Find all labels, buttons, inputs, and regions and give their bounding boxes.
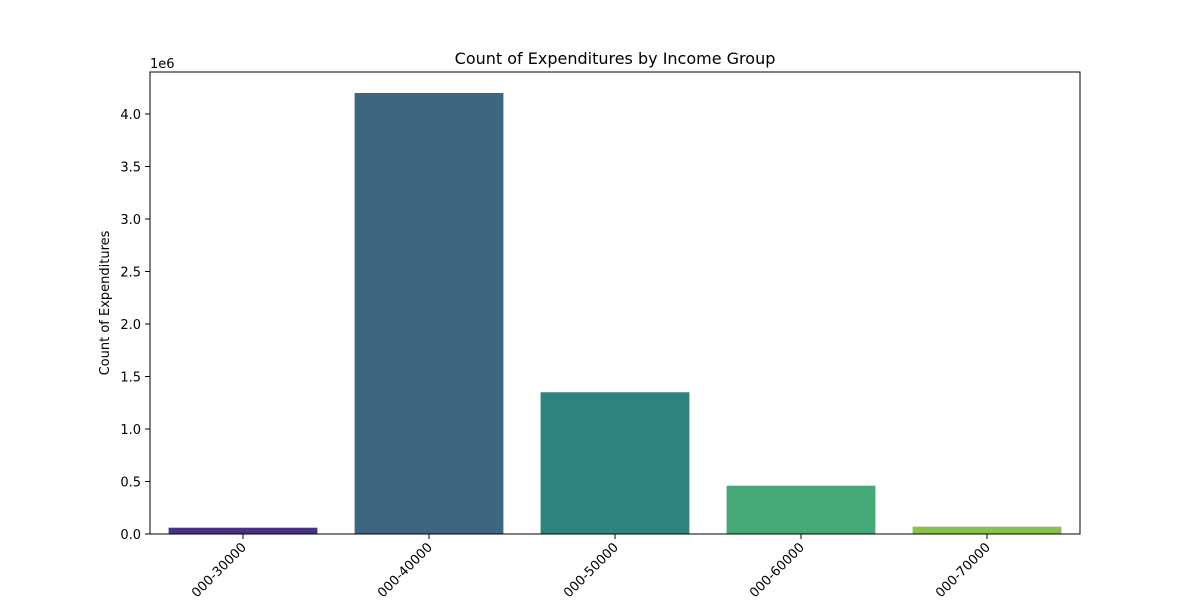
y-axis-ticks: 0.0 0.5 1.0 1.5 2.0 2.5 3.0 3.5 4.0 xyxy=(120,108,150,543)
y-tick-label: 2.0 xyxy=(120,318,141,333)
bars-group xyxy=(168,93,1062,534)
y-axis-label: Count of Expenditures xyxy=(98,230,113,375)
x-tick-label: 000-50000 xyxy=(561,540,622,600)
bar xyxy=(540,392,690,534)
x-tick-label: 000-30000 xyxy=(189,540,250,600)
bar xyxy=(726,485,876,534)
y-tick-label: 0.0 xyxy=(120,528,141,543)
y-tick-label: 1.5 xyxy=(120,371,141,386)
plot-area-frame xyxy=(149,71,1081,535)
y-tick-label: 2.5 xyxy=(120,266,141,281)
bar xyxy=(912,526,1062,534)
bar xyxy=(354,93,504,534)
x-axis-ticks: 000-30000 000-40000 000-50000 000-60000 000-… xyxy=(189,534,994,600)
bar xyxy=(168,527,318,534)
y-tick-label: 1.0 xyxy=(120,423,141,438)
y-axis-offset-label: 1e6 xyxy=(150,57,175,72)
y-tick-label: 4.0 xyxy=(120,108,141,123)
x-tick-label: 000-70000 xyxy=(933,540,994,600)
y-tick-label: 3.0 xyxy=(120,213,141,228)
x-tick-label: 000-60000 xyxy=(747,540,808,600)
y-tick-label: 3.5 xyxy=(120,161,141,176)
x-tick-label: 000-40000 xyxy=(375,540,436,600)
y-tick-label: 0.5 xyxy=(120,476,141,491)
chart-title: Count of Expenditures by Income Group xyxy=(455,49,776,68)
